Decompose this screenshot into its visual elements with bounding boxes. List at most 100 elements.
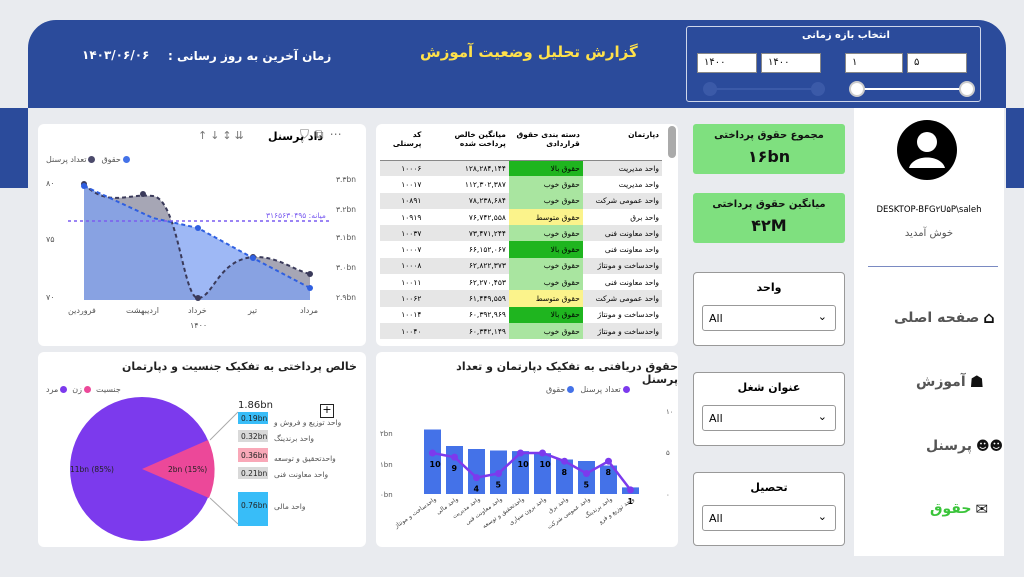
count-label-7: 8 [562,468,568,477]
cell-dept: واحدساخت و مونتاژ [597,310,659,320]
line-chart-legend: حقوق تعداد پرسنل [46,155,130,164]
visual-header-icons[interactable]: ⛉⧉⋯ [300,127,348,141]
cell-dept: واحد عمومی شرکت [582,192,662,209]
reading-person-icon: ☗ [969,372,984,391]
breakdown-value-3: 0.36bn [241,451,267,460]
cell-category: حقوق بالا [508,306,583,323]
cell-category: حقوق خوب [508,257,583,275]
chevron-down-icon: ⌄ [817,410,827,423]
x-tick-5: فروردین [68,306,96,315]
table-row[interactable]: واحد معاونت فنی حقوق بالا ۶۶,۱۵۲,۰۶۷ ۱۰۰۰۷ [380,241,662,258]
expand-icon[interactable]: + [320,404,334,418]
count-label-9: 8 [606,468,612,477]
table-row[interactable]: واحدساخت و مونتاژ حقوق بالا ۶۰,۳۹۲,۹۶۹ ۱۰۰۱… [380,306,662,323]
cell-dept: واحد عمومی شرکت [582,290,662,307]
job-dropdown[interactable]: All ⌄ [702,405,836,431]
nav-personnel[interactable]: ☻☻ پرسنل [926,438,1003,454]
date-range-slicer: انتخاب بازه زمانی ۱۴۰۰ ۱۴۰۰ ۱ ۵ [686,26,981,102]
table-row[interactable]: واحد معاونت فنی حقوق خوب ۶۲,۲۷۰,۴۵۳ ۱۰۰۱۱ [380,274,662,291]
count-label-5: 10 [518,460,530,469]
salary-point-1 [81,183,87,189]
table-row[interactable]: واحد مدیریت حقوق خوب ۱۱۲,۳۰۲,۳۸۷ ۱۰۰۱۷ [380,176,662,193]
nav-education[interactable]: ☗ آموزش [916,372,984,391]
personnel-table: دپارتمان دسته بندی حقوق قراردادی میانگین… [380,128,662,340]
unit-dropdown[interactable]: All ⌄ [702,305,836,331]
cell-dept: واحد برق [630,212,659,222]
bar-y-left-tick-1: ۱bn [380,461,393,469]
bar-9[interactable] [600,465,617,495]
col-dept[interactable]: دپارتمان [582,128,662,161]
bar-3[interactable] [468,449,485,494]
cell-code: ۱۰۰۳۷ [380,225,425,242]
count-label-4: 5 [496,481,502,490]
col-pay[interactable]: میانگین خالص پرداخت شده [424,128,509,161]
avg-salary-value: ۴۲M [751,216,787,235]
breakdown-bar-5 [238,492,268,526]
cell-dept: واحد مدیریت [582,160,662,177]
header-band-right [1006,108,1024,188]
bar-x-label-1: واحدساخت و مونتاژ [393,496,438,531]
year-slider-track[interactable] [707,88,825,90]
cell-pay: ۶۲,۲۷۰,۴۵۳ [468,277,506,287]
bar-8[interactable] [578,461,595,494]
pie-panel: خالص پرداختی به تفکیک جنسیت و دپارتمان ج… [38,352,366,547]
year-slider-handle-left[interactable] [703,82,717,96]
col-code[interactable]: کد پرسنلی [380,128,425,161]
cell-code: ۱۰۰۱۴ [401,310,422,320]
month-slider-handle-right[interactable] [959,81,975,97]
y-right-tick-1: ۳.۳bn [336,175,356,184]
nav-home-label: صفحه اصلی [894,309,980,326]
y-right-tick-2: ۳.۲bn [336,205,356,214]
bar-5[interactable] [512,451,529,494]
year-from-input[interactable]: ۱۴۰۰ [697,53,757,73]
nav-home[interactable]: ⌂ صفحه اصلی [894,308,995,327]
dept-label-4: واحد معاونت فنی [274,470,329,479]
cell-code: ۱۰۰۴۰ [380,322,425,340]
nav-salary-label: حقوق [930,501,972,517]
bar-1[interactable] [424,429,441,495]
month-from-input[interactable]: ۱ [845,53,903,73]
bar-panel: حقوق دریافتی به تفکیک دپارتمان و تعداد پ… [376,352,678,547]
table-row[interactable]: واحد معاونت فنی حقوق خوب ۷۳,۴۷۱,۲۴۴ ۱۰۰۳۷ [380,225,662,242]
salary-area [84,186,310,300]
count-point-10 [627,486,634,494]
avg-salary-kpi: میانگین حقوق پرداختی ۴۲M [693,193,845,243]
month-slider-handle-left[interactable] [849,81,865,97]
x-tick-2: تیر [247,306,257,315]
table-row[interactable]: واحدساخت و مونتاژ حقوق خوب ۶۰,۳۴۲,۱۴۹ ۱۰۰۴۰ [380,322,662,340]
dept-label-5: واحد مالی [274,502,306,511]
sort-toolbar-icons[interactable]: ↑↓↕⇊ [198,129,247,142]
cell-pay: ۶۶,۱۵۲,۰۶۷ [468,245,506,255]
count-point-5 [307,271,313,277]
col-category[interactable]: دسته بندی حقوق قراردادی [508,128,583,161]
table-scrollbar[interactable] [668,126,676,158]
table-row[interactable]: واحد برق حقوق متوسط ۷۶,۷۴۲,۵۵۸ ۱۰۹۱۹ [380,208,662,226]
nav-salary[interactable]: ✉ حقوق [930,500,988,518]
edu-dropdown[interactable]: All ⌄ [702,505,836,531]
cell-pay: ۶۰,۳۴۲,۱۴۹ [424,322,509,340]
cell-category: حقوق متوسط [508,290,583,307]
table-row[interactable]: واحد عمومی شرکت حقوق خوب ۷۸,۲۳۸,۶۸۴ ۱۰۸۹۱ [380,192,662,209]
y-right-tick-3: ۳.۱bn [336,233,356,242]
year-slider-handle-right[interactable] [811,82,825,96]
salary-point-5 [307,285,313,291]
bar-7[interactable] [556,459,573,495]
bar-6[interactable] [534,453,551,494]
bar-title: حقوق دریافتی به تفکیک دپارتمان و تعداد پ… [456,360,678,386]
count-point-1 [429,449,436,457]
bar-2[interactable] [446,446,463,494]
salary-point-3 [195,225,201,231]
job-slicer: عنوان شغل All ⌄ [693,372,845,446]
table-row[interactable]: واحد مدیریت حقوق بالا ۱۲۸,۲۸۴,۱۴۴ ۱۰۰۰۶ [380,160,662,177]
header-bar [28,20,1006,108]
table-row[interactable]: واحدساخت و مونتاژ حقوق خوب ۶۲,۸۲۲,۳۷۳ ۱۰۰۰۸ [380,257,662,275]
bar-y-left-tick-2: ۲bn [380,430,393,438]
job-slicer-label: عنوان شغل [737,381,801,394]
month-slider-track[interactable] [857,88,969,90]
cell-category: حقوق خوب [508,192,583,209]
cell-pay: ۷۳,۴۷۱,۲۴۴ [424,225,509,242]
year-to-input[interactable]: ۱۴۰۰ [761,53,821,73]
y-right-tick-4: ۳.۰bn [336,263,356,272]
month-to-input[interactable]: ۵ [907,53,967,73]
table-row[interactable]: واحد عمومی شرکت حقوق متوسط ۶۱,۴۴۹,۵۵۹ ۱۰۰۶۲ [380,290,662,307]
